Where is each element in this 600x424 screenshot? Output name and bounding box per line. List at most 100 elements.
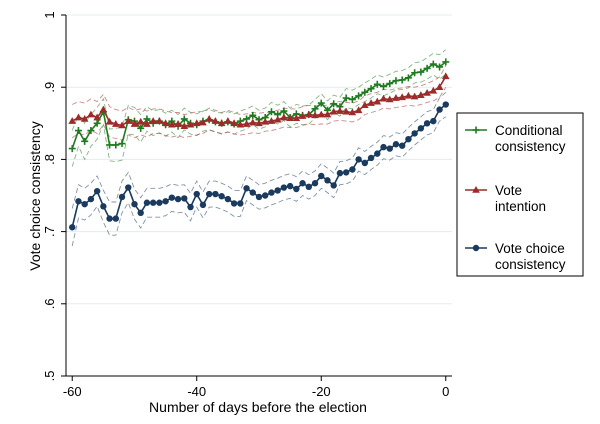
point-intention [354, 106, 363, 114]
point-choice [174, 195, 182, 203]
point-choice [143, 199, 151, 206]
point-choice [106, 215, 113, 222]
point-intention [205, 114, 213, 122]
point-intention [161, 119, 170, 127]
point-choice [430, 117, 437, 125]
point-conditional [87, 127, 95, 135]
point-intention [367, 99, 375, 106]
point-choice [199, 201, 207, 209]
point-conditional [404, 74, 412, 82]
point-intention [155, 117, 164, 124]
point-conditional [81, 137, 89, 145]
point-choice [318, 172, 325, 180]
point-intention [130, 120, 139, 127]
point-intention [298, 112, 307, 119]
point-choice [218, 193, 225, 200]
point-intention [87, 110, 95, 118]
point-choice [374, 150, 381, 157]
point-conditional [106, 141, 114, 149]
point-intention [168, 120, 176, 128]
point-choice [237, 200, 244, 207]
point-choice [355, 156, 362, 163]
point-intention [305, 110, 313, 118]
point-intention [242, 120, 251, 127]
point-choice [311, 180, 319, 187]
point-intention [93, 113, 101, 121]
point-conditional [367, 85, 375, 93]
point-choice [212, 190, 219, 198]
point-conditional [74, 127, 82, 135]
point-choice [411, 130, 418, 137]
point-choice [149, 199, 157, 206]
x-tick-label-1: -40 [187, 384, 206, 399]
point-intention [236, 120, 245, 128]
point-choice [193, 190, 200, 198]
point-conditional [180, 115, 188, 123]
point-intention [385, 95, 394, 103]
point-conditional [118, 140, 126, 148]
point-intention [329, 107, 338, 115]
point-intention [211, 117, 220, 124]
point-intention [136, 117, 145, 125]
point-intention [255, 119, 263, 127]
legend-marker-conditional [472, 126, 480, 134]
y-tick-label-5: 1 [42, 11, 57, 18]
legend-marker-choice [472, 244, 480, 252]
point-intention [118, 121, 126, 129]
point-conditional [392, 77, 400, 85]
y-tick-label-2: .7 [42, 226, 57, 237]
legend-label-choice: consistency [495, 257, 566, 272]
point-intention [248, 118, 257, 126]
point-intention [441, 72, 450, 80]
point-choice [168, 194, 176, 201]
point-intention [143, 120, 151, 127]
point-choice [417, 125, 425, 132]
point-intention [286, 114, 294, 122]
point-conditional [68, 145, 76, 153]
point-intention [429, 86, 438, 94]
point-conditional [411, 69, 419, 77]
point-conditional [267, 108, 275, 116]
point-choice [162, 198, 169, 205]
point-choice [286, 182, 294, 190]
point-conditional [373, 80, 381, 88]
point-conditional [348, 95, 356, 103]
axes: .5 .6 .7 .8 .9 1 -60 -40 -20 0 [42, 11, 452, 399]
point-intention [311, 111, 319, 119]
point-intention [124, 117, 133, 124]
point-intention [317, 110, 326, 118]
point-choice [187, 203, 194, 211]
point-choice [112, 215, 120, 222]
point-choice [405, 135, 412, 143]
point-choice [81, 200, 88, 208]
point-choice [299, 180, 306, 187]
point-choice [93, 187, 101, 195]
point-intention [149, 117, 157, 124]
point-intention [342, 107, 350, 115]
x-tick-label-0: -60 [63, 384, 82, 399]
point-intention [80, 114, 89, 122]
point-conditional [429, 60, 437, 68]
legend: ConditionalconsistencyVoteintentionVote … [456, 112, 584, 277]
legend-label-intention: Vote [495, 183, 522, 198]
point-choice [118, 193, 126, 201]
point-choice [349, 166, 356, 173]
point-intention [379, 94, 388, 102]
point-intention [417, 91, 425, 98]
point-conditional [436, 63, 444, 71]
point-conditional [137, 124, 145, 132]
y-axis-label: Vote choice consistency [27, 121, 43, 270]
point-choice [156, 199, 163, 206]
point-choice [224, 195, 232, 203]
x-tick-label-3: 0 [442, 384, 449, 399]
point-choice [243, 185, 250, 192]
legend-label-conditional: Conditional [495, 123, 563, 138]
point-choice [249, 189, 256, 196]
point-intention [435, 83, 444, 90]
point-choice [361, 159, 369, 167]
y-tick-label-0: .5 [42, 371, 57, 382]
point-choice [100, 203, 107, 210]
point-choice [386, 145, 393, 152]
point-intention [199, 118, 207, 126]
